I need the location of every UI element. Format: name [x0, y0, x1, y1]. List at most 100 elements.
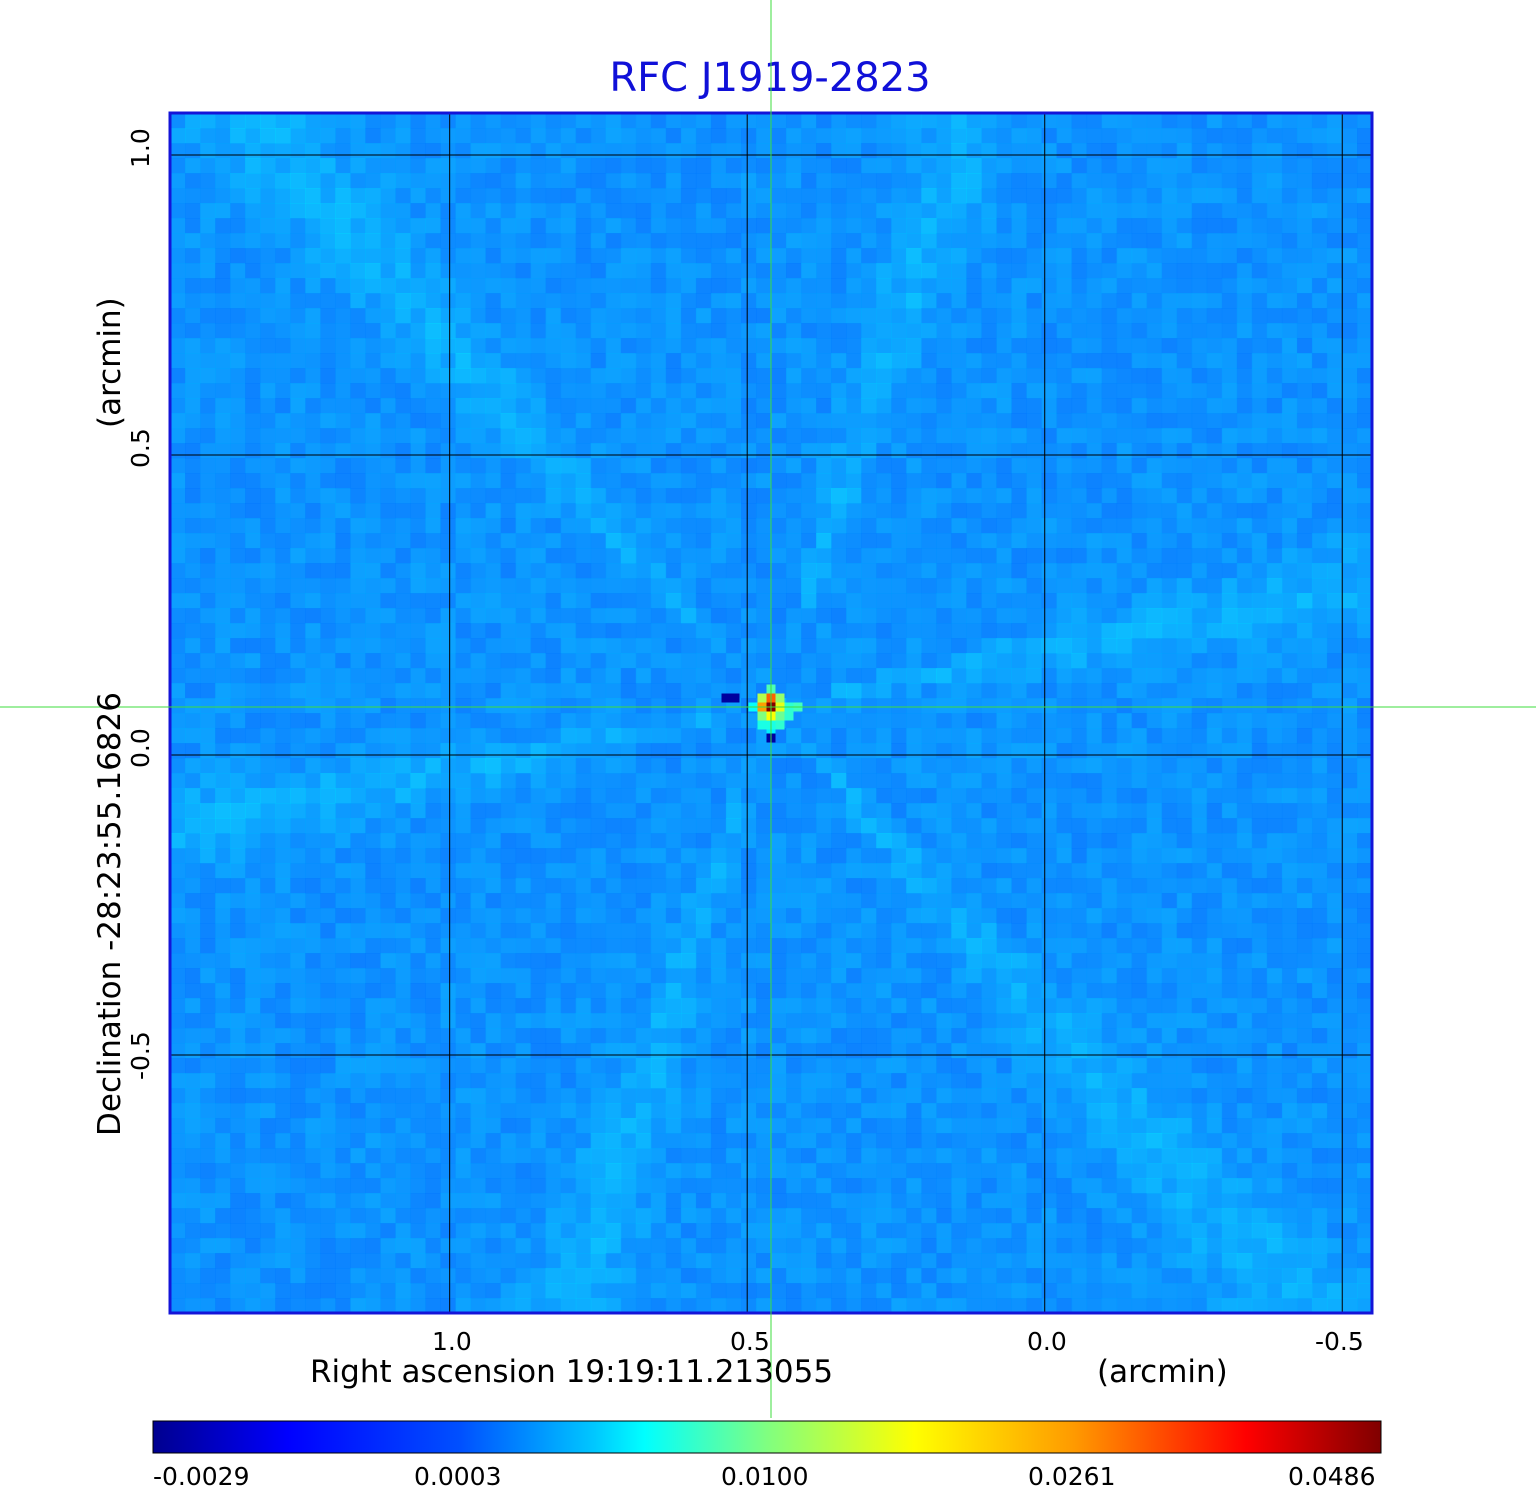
map-pixel [320, 398, 336, 414]
map-pixel [215, 458, 231, 474]
map-pixel [831, 713, 847, 729]
map-pixel [996, 1043, 1012, 1059]
map-pixel [515, 398, 532, 414]
map-pixel [500, 1268, 517, 1284]
map-pixel [620, 1118, 637, 1134]
map-pixel [936, 743, 952, 759]
map-pixel [260, 1238, 276, 1254]
map-pixel [846, 1208, 862, 1224]
map-pixel [215, 128, 231, 144]
map-pixel [335, 263, 351, 279]
map-pixel [846, 248, 862, 264]
map-pixel [170, 623, 186, 639]
map-pixel [380, 923, 396, 939]
map-pixel [1101, 623, 1118, 639]
map-pixel [260, 563, 276, 579]
map-pixel [710, 593, 727, 609]
map-pixel [665, 578, 682, 594]
map-pixel [380, 818, 396, 834]
map-pixel [846, 353, 862, 369]
map-pixel [305, 128, 321, 144]
map-pixel [1071, 1103, 1088, 1119]
map-pixel [605, 443, 622, 459]
map-pixel [515, 803, 532, 819]
map-pixel [245, 1013, 261, 1029]
map-pixel [560, 548, 577, 564]
map-pixel [1041, 758, 1058, 774]
map-pixel [936, 728, 952, 744]
map-pixel [200, 458, 216, 474]
map-pixel [290, 1253, 306, 1269]
map-pixel [575, 1103, 592, 1119]
map-pixel [380, 1133, 396, 1149]
map-pixel [185, 458, 201, 474]
map-pixel [1071, 338, 1088, 354]
map-pixel [1026, 1073, 1042, 1089]
map-pixel [801, 1238, 817, 1254]
map-pixel [305, 233, 321, 249]
map-pixel [410, 998, 426, 1014]
map-pixel [230, 1178, 246, 1194]
map-pixel [350, 503, 366, 519]
map-pixel [936, 818, 952, 834]
map-pixel [590, 668, 607, 684]
map-pixel [170, 533, 186, 549]
map-pixel [680, 278, 697, 294]
map-pixel [410, 1028, 426, 1044]
map-pixel [650, 683, 667, 699]
map-pixel [725, 713, 742, 729]
map-pixel [1026, 233, 1042, 249]
map-pixel [861, 653, 877, 669]
map-pixel [545, 443, 562, 459]
map-pixel [1041, 398, 1058, 414]
map-pixel [350, 353, 366, 369]
map-pixel [485, 323, 502, 339]
map-pixel [1026, 893, 1042, 909]
map-pixel [680, 1133, 697, 1149]
map-pixel [725, 1223, 742, 1239]
map-pixel [500, 1253, 517, 1269]
map-pixel [951, 1133, 967, 1149]
map-pixel [801, 1043, 817, 1059]
map-pixel [741, 653, 757, 669]
map-pixel [725, 1283, 742, 1299]
map-pixel [876, 803, 892, 819]
map-pixel [861, 848, 877, 864]
map-pixel [395, 788, 411, 804]
map-pixel [410, 113, 426, 129]
map-pixel [560, 278, 577, 294]
map-pixel [710, 1148, 727, 1164]
map-pixel [951, 353, 967, 369]
map-pixel [876, 1283, 892, 1299]
map-pixel [275, 908, 291, 924]
map-pixel [650, 638, 667, 654]
map-pixel [605, 1283, 622, 1299]
map-pixel [831, 368, 847, 384]
map-pixel [996, 788, 1012, 804]
map-pixel [650, 473, 667, 489]
map-pixel [620, 713, 637, 729]
map-pixel [365, 1028, 381, 1044]
map-pixel [530, 353, 547, 369]
map-pixel [350, 383, 366, 399]
map-pixel [951, 1283, 967, 1299]
map-pixel [620, 548, 637, 564]
map-pixel [876, 818, 892, 834]
map-pixel [966, 1058, 982, 1074]
map-pixel [891, 1013, 907, 1029]
map-pixel [380, 1013, 396, 1029]
map-pixel [230, 1043, 246, 1059]
map-pixel [816, 653, 832, 669]
map-pixel [275, 998, 291, 1014]
map-pixel [876, 563, 892, 579]
map-pixel [305, 713, 321, 729]
map-pixel [876, 233, 892, 249]
map-pixel [410, 233, 426, 249]
map-pixel [500, 323, 517, 339]
map-pixel [545, 728, 562, 744]
map-pixel [185, 908, 201, 924]
map-pixel [395, 1088, 411, 1104]
map-pixel [966, 1223, 982, 1239]
map-pixel [620, 563, 637, 579]
map-pixel [906, 113, 922, 129]
